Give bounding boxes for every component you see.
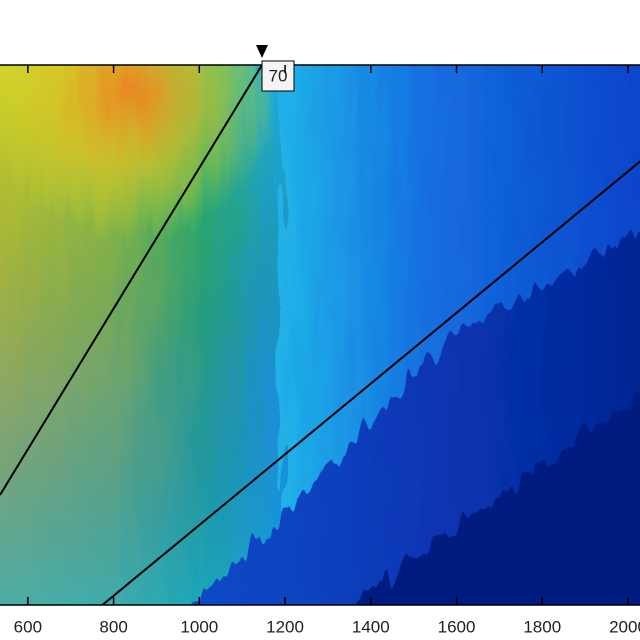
- x-tick-label: 1000: [180, 617, 218, 636]
- x-tick-label: 1200: [266, 617, 304, 636]
- marker: [256, 45, 268, 58]
- annotation-box: [261, 60, 295, 92]
- x-tick-label: 1600: [438, 617, 476, 636]
- x-tick-label: 800: [99, 617, 127, 636]
- x-tick-label: 1400: [352, 617, 390, 636]
- x-tick-label: 600: [14, 617, 42, 636]
- plot-frame: [0, 64, 640, 606]
- annotation: 70: [269, 66, 288, 85]
- x-tick-label: 2000: [609, 617, 640, 636]
- guide-line: [100, 160, 640, 605]
- guide-line: [0, 65, 263, 496]
- x-tick-label: 1800: [523, 617, 561, 636]
- heatmap: [0, 65, 640, 605]
